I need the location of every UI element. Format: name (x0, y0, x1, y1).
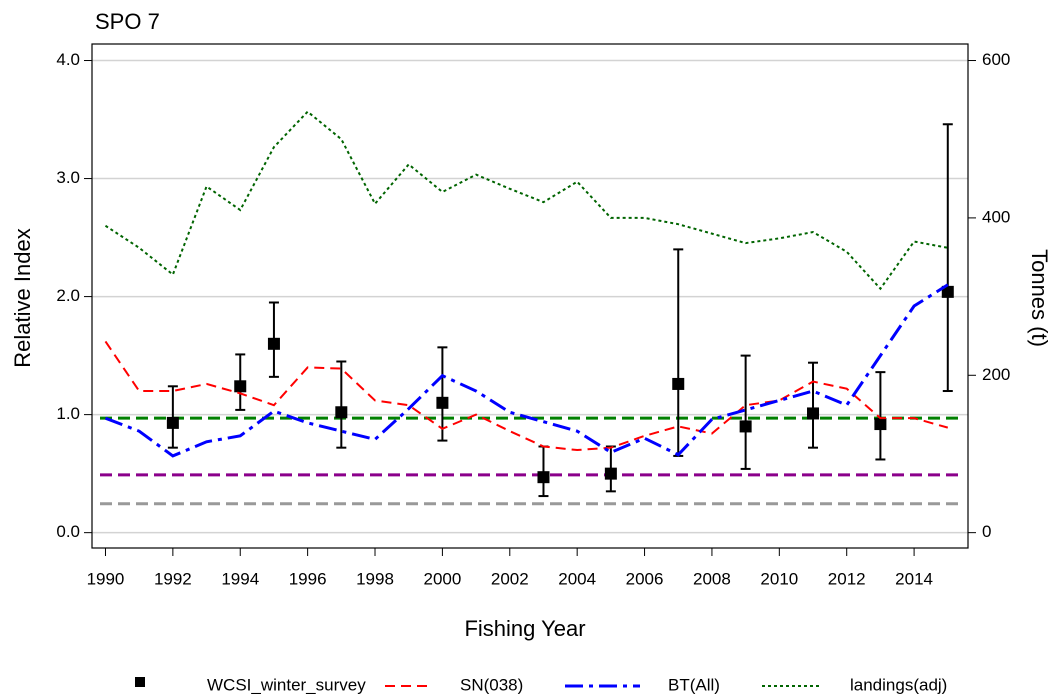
series-line (104, 110, 948, 291)
y-axis-label: Relative Index (10, 228, 35, 367)
y2-tick-label: 0 (982, 522, 991, 541)
y2-tick-label: 600 (982, 50, 1010, 69)
data-point (739, 420, 752, 433)
x-tick-label: 2008 (693, 569, 731, 588)
x-tick-label: 2014 (895, 569, 933, 588)
x-tick-label: 2002 (491, 569, 529, 588)
data-point (166, 416, 179, 429)
legend-label: WCSI_winter_survey (207, 675, 366, 694)
data-point (537, 471, 550, 484)
data-point (267, 337, 280, 350)
x-tick-label: 1994 (221, 569, 259, 588)
legend-label: SN(038) (460, 675, 523, 694)
x-tick-label: 2006 (626, 569, 664, 588)
x-tick-label: 2010 (760, 569, 798, 588)
x-tick-label: 2012 (828, 569, 866, 588)
x-axis-label: Fishing Year (464, 616, 585, 641)
x-tick-label: 1998 (356, 569, 394, 588)
y2-tick-label: 400 (982, 207, 1010, 226)
data-point (335, 406, 348, 419)
y-tick-label: 1.0 (56, 404, 80, 423)
data-point (604, 467, 617, 480)
series-line (104, 283, 949, 458)
x-tick-label: 2004 (558, 569, 596, 588)
y-tick-label: 4.0 (56, 50, 80, 69)
data-point (941, 285, 954, 298)
plot-frame (91, 43, 969, 549)
y-tick-label: 2.0 (56, 286, 80, 305)
data-point (234, 380, 247, 393)
series-line (104, 340, 949, 452)
data-point (672, 377, 685, 390)
data-point (436, 396, 449, 409)
data-point (874, 418, 887, 431)
data-point (807, 407, 820, 420)
x-tick-label: 1990 (87, 569, 125, 588)
x-tick-label: 1996 (289, 569, 327, 588)
chart-title: SPO 7 (95, 9, 160, 34)
x-tick-label: 1992 (154, 569, 192, 588)
y-tick-label: 3.0 (56, 168, 80, 187)
x-tick-label: 2000 (423, 569, 461, 588)
y2-axis-label: Tonnes (t) (1027, 249, 1052, 347)
legend-label: landings(adj) (850, 675, 947, 694)
y-tick-label: 0.0 (56, 522, 80, 541)
y2-tick-label: 200 (982, 365, 1010, 384)
legend-marker (135, 677, 145, 687)
legend-label: BT(All) (668, 675, 720, 694)
